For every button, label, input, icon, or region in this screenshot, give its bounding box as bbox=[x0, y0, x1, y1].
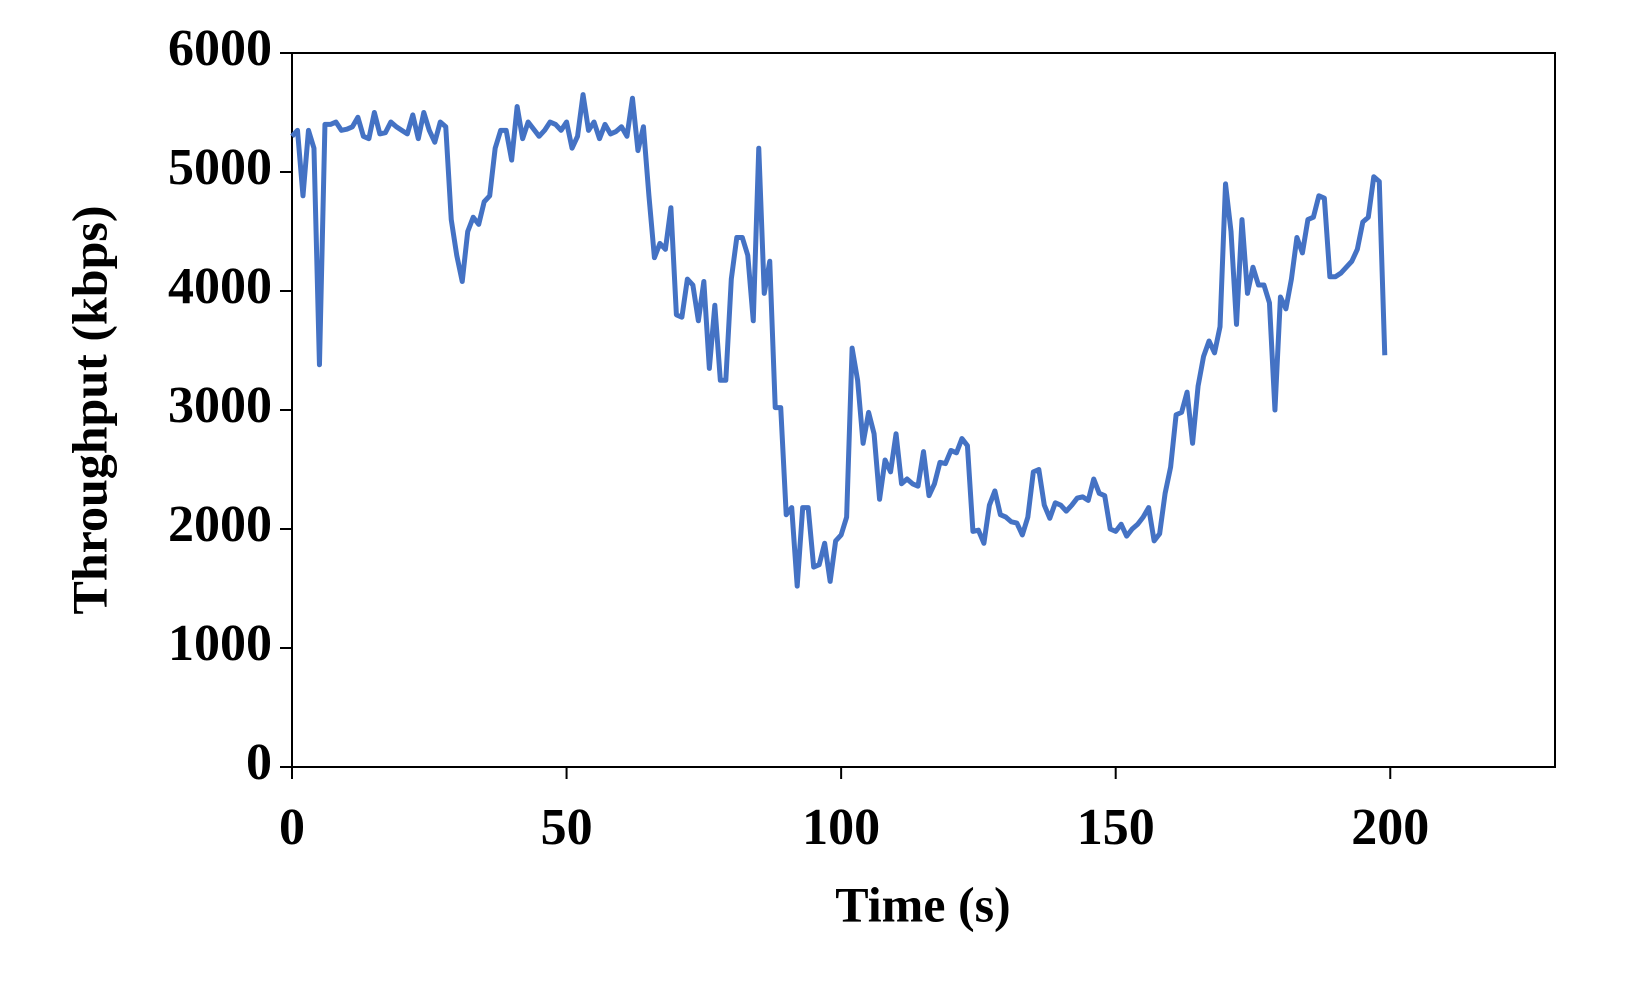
y-tick-label: 0 bbox=[246, 734, 272, 791]
y-axis-title: Throughput (kbps) bbox=[61, 205, 117, 614]
x-tick-label: 0 bbox=[279, 799, 305, 856]
x-tick-label: 150 bbox=[1077, 799, 1155, 856]
y-tick-label: 4000 bbox=[168, 258, 272, 315]
y-tick-label: 5000 bbox=[168, 139, 272, 196]
plot-frame bbox=[291, 52, 1556, 768]
x-tick-label: 50 bbox=[541, 799, 593, 856]
x-tick-label: 100 bbox=[802, 799, 880, 856]
x-axis-title: Time (s) bbox=[835, 876, 1010, 932]
y-tick-label: 6000 bbox=[168, 20, 272, 77]
y-tick-label: 1000 bbox=[168, 615, 272, 672]
y-tick-label: 2000 bbox=[168, 496, 272, 553]
data-line bbox=[290, 92, 1388, 589]
x-tick-label: 200 bbox=[1351, 799, 1429, 856]
y-tick-label: 3000 bbox=[168, 377, 272, 434]
